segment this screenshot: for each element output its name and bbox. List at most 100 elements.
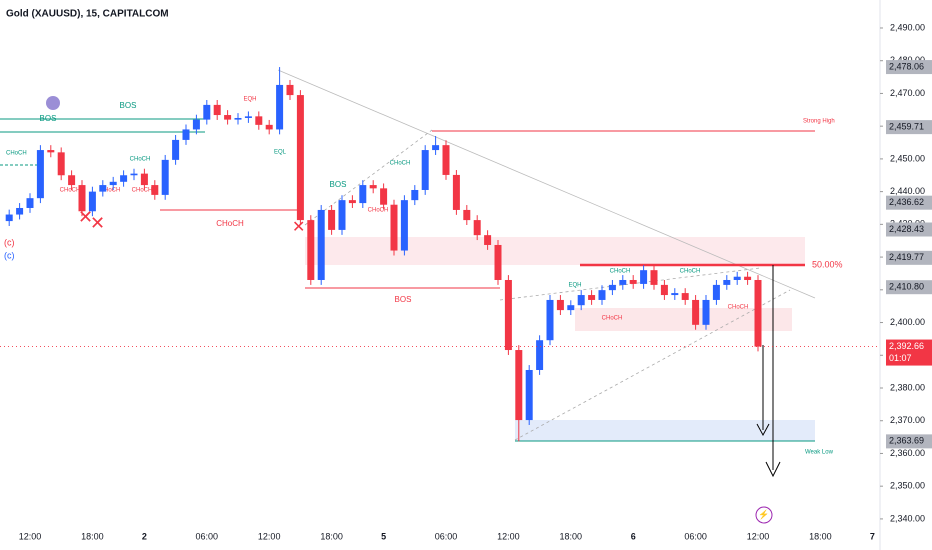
annotation: CHoCH — [390, 161, 411, 167]
price-badge-label: 2,363.69 — [889, 436, 924, 446]
annotation: EQH — [568, 283, 581, 289]
candle-body — [57, 152, 65, 176]
candle-body — [577, 295, 585, 306]
candle-body — [120, 175, 128, 182]
candle-body — [234, 117, 242, 120]
last-price-label: 2,392.66 — [889, 341, 924, 351]
x-tick-label: 12:00 — [497, 531, 520, 541]
y-tick-label: 2,470.00 — [890, 88, 925, 98]
annotation: CHoCH — [216, 219, 244, 228]
candle-body — [608, 284, 616, 291]
trend-line — [277, 69, 816, 299]
annotation: CHoCH — [60, 188, 81, 194]
candle-body — [640, 270, 648, 284]
x-tick-label: 5 — [381, 531, 386, 541]
candle-body — [307, 220, 315, 280]
candle-body — [484, 235, 492, 245]
event-icon: ⚡ — [758, 508, 769, 520]
price-badge-label: 2,410.80 — [889, 282, 924, 292]
x-tick-label: 06:00 — [435, 531, 458, 541]
y-tick-label: 2,380.00 — [890, 382, 925, 392]
candle-body — [203, 104, 211, 120]
candle-body — [515, 350, 523, 421]
marker — [46, 96, 60, 110]
candle-body — [494, 244, 502, 280]
price-badge-label: 2,478.06 — [889, 61, 924, 71]
annotation: (c) — [4, 250, 15, 260]
x-tick-label: 18:00 — [809, 531, 832, 541]
candle-body — [26, 198, 34, 208]
candle-body — [619, 279, 627, 285]
price-badge — [886, 120, 932, 135]
candle-body — [99, 185, 107, 192]
candle-body — [442, 145, 450, 175]
candle-body — [338, 200, 346, 230]
candle-body — [702, 299, 710, 325]
candle-body — [348, 200, 356, 204]
x-tick-label: 6 — [631, 531, 636, 541]
candle-body — [463, 209, 471, 221]
annotation: BOS — [395, 295, 412, 304]
candle-body — [224, 115, 232, 120]
x-tick-label: 2 — [142, 531, 147, 541]
candle-body — [598, 290, 606, 300]
candle-body — [36, 150, 44, 199]
candle-body — [629, 279, 637, 284]
price-badge — [886, 250, 932, 265]
y-tick-label: 2,370.00 — [890, 415, 925, 425]
x-tick-label: 06:00 — [196, 531, 219, 541]
x-tick-label: 18:00 — [81, 531, 104, 541]
candle-body — [276, 84, 284, 130]
candle-body — [390, 204, 398, 251]
price-badge-label: 2,459.71 — [889, 121, 924, 131]
candle-body — [16, 207, 24, 215]
x-tick-label: 7 — [870, 531, 875, 541]
annotation: CHoCH — [680, 269, 701, 275]
annotation: 50.00% — [812, 259, 843, 269]
candle-body — [671, 293, 679, 296]
candle-body — [411, 189, 419, 201]
chart-title: Gold (XAUUSD), 15, CAPITALCOM — [6, 9, 169, 20]
last-price-badge — [886, 339, 932, 366]
candle-body — [68, 175, 76, 186]
candle-body — [161, 159, 169, 195]
arrow-head — [765, 461, 781, 478]
annotation: BOS — [40, 114, 57, 123]
candle-body — [140, 173, 148, 186]
x-tick-label: 18:00 — [560, 531, 583, 541]
candle-body — [317, 209, 325, 280]
annotation: BOS — [330, 180, 347, 189]
price-badge — [886, 280, 932, 295]
y-tick-label: 2,490.00 — [890, 22, 925, 32]
price-badge — [886, 60, 932, 75]
candle-body — [567, 305, 575, 311]
annotation: CHoCH — [728, 305, 749, 311]
candle-body — [265, 124, 273, 130]
candle-body — [400, 200, 408, 251]
candle-body — [244, 116, 252, 118]
y-tick-label: 2,340.00 — [890, 513, 925, 523]
candle-body — [692, 299, 700, 325]
candle-body — [525, 369, 533, 421]
candle-body — [723, 279, 731, 285]
candle-body — [5, 214, 13, 222]
candle-body — [213, 104, 221, 116]
price-badge-label: 2,436.62 — [889, 197, 924, 207]
candle-body — [452, 174, 460, 210]
annotation: CHoCH — [100, 188, 121, 194]
price-badge — [886, 222, 932, 237]
candle-body — [650, 270, 658, 285]
candle-body — [681, 293, 689, 300]
annotation: Strong High — [803, 119, 835, 125]
candle-body — [712, 284, 720, 300]
candle-body — [536, 340, 544, 370]
candle-body — [432, 145, 440, 151]
candle-body — [109, 181, 117, 186]
cross: ✕ — [292, 219, 305, 236]
price-badge-label: 2,419.77 — [889, 252, 924, 262]
candle-body — [359, 185, 367, 204]
candle-body — [286, 84, 294, 96]
candle-body — [47, 150, 55, 153]
